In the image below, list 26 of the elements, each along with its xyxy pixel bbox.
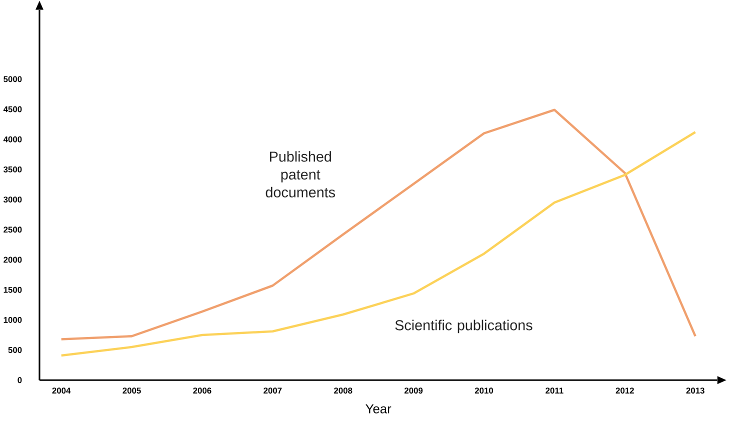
y-tick-label: 2500: [4, 226, 22, 233]
line-series: [60, 108, 696, 340]
y-tick-label: 4000: [3, 136, 22, 142]
y-tick-label: 5000: [4, 76, 22, 82]
line-series: [60, 131, 696, 357]
x-tick-label: 2007: [264, 388, 282, 394]
y-tick-label: 1500: [4, 286, 22, 293]
x-axis-title: Year: [366, 404, 392, 414]
x-tick-label: 2012: [616, 388, 634, 394]
text: Published patent documents: [266, 151, 336, 198]
y-tick-label: 3500: [3, 166, 22, 173]
y-tick-label: 2000: [4, 256, 22, 263]
x-tick-label: 2013: [686, 388, 704, 394]
x-tick-label: 2009: [404, 388, 423, 394]
y-tick-label: 0: [18, 377, 22, 384]
series-label: Scientific publications: [395, 320, 532, 334]
y-tick-label: 1000: [4, 317, 22, 323]
x-tick-label: 2008: [334, 388, 352, 394]
x-tick-label: 2010: [474, 388, 494, 394]
x-tick-label: 2006: [193, 388, 212, 394]
x-tick-label: 2011: [546, 388, 564, 394]
x-tick-label: 2005: [122, 388, 141, 394]
y-tick-label: 3000: [3, 196, 22, 203]
y-tick-label: 4500: [3, 106, 22, 112]
y-tick-label: 500: [8, 347, 22, 354]
x-tick-label: 2004: [52, 388, 71, 394]
